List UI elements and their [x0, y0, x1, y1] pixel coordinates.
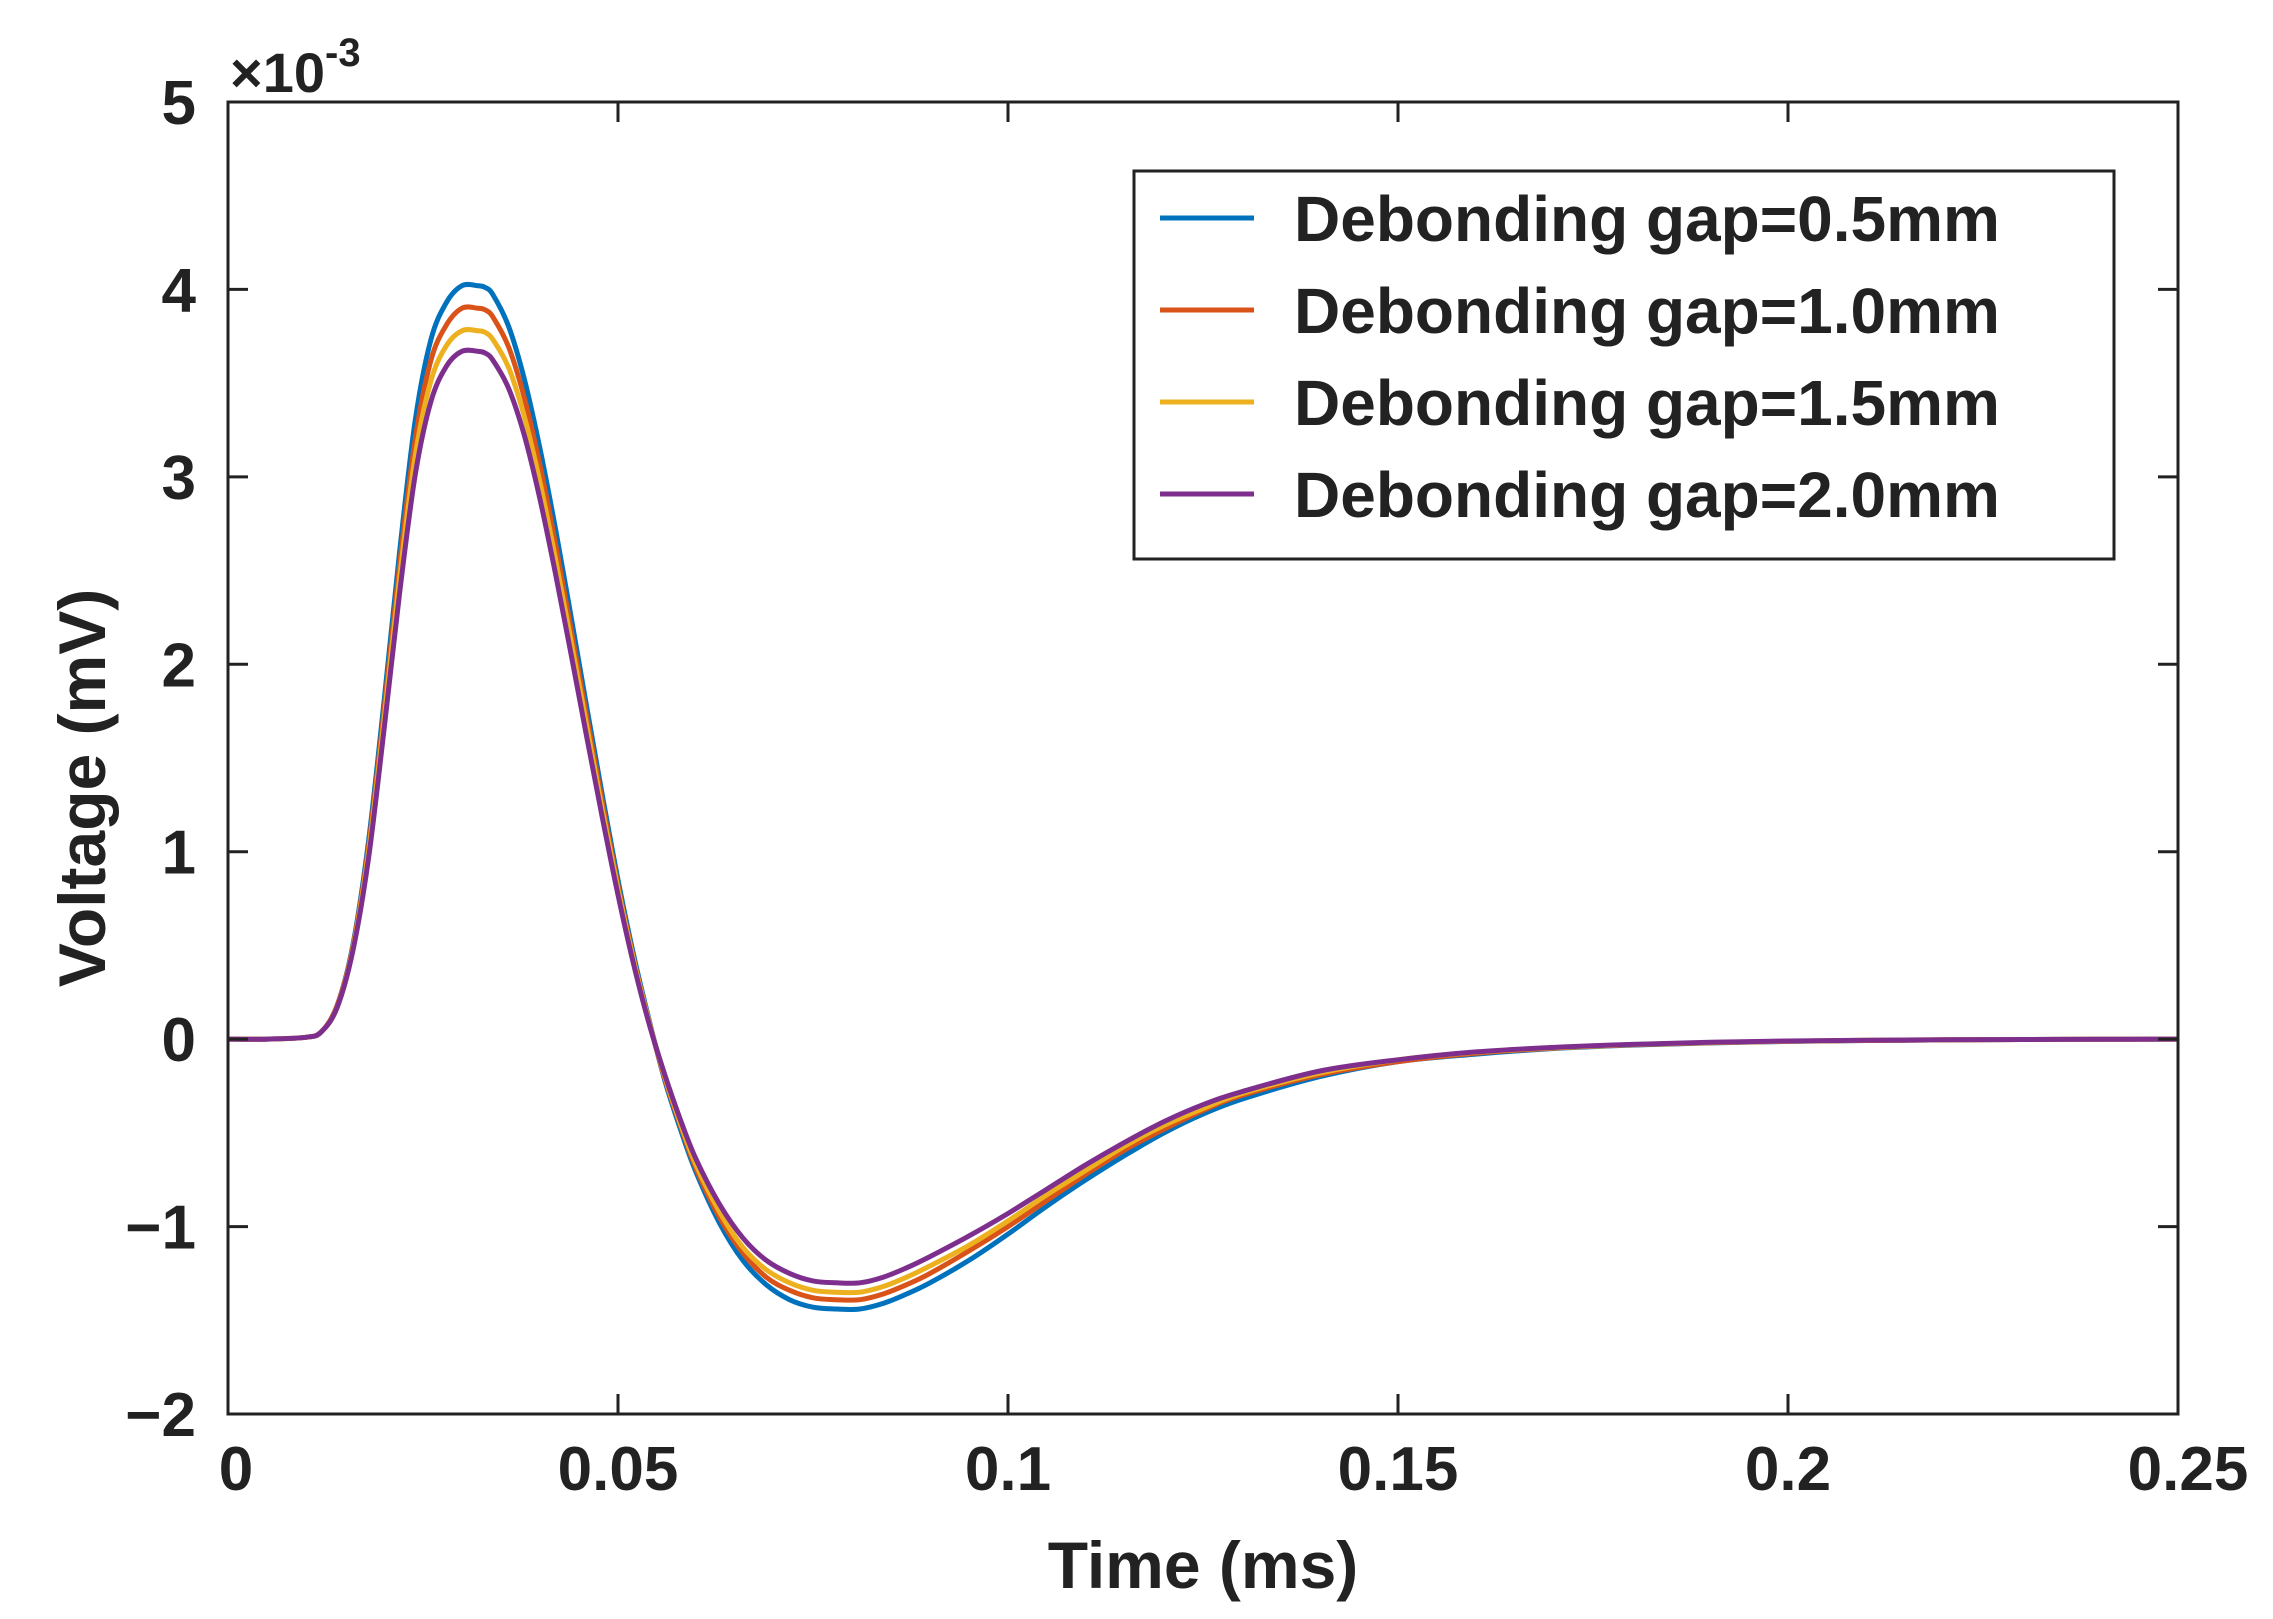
- x-tick-label: 0.25: [2128, 1435, 2249, 1504]
- x-axis-title: Time (ms): [1048, 1528, 1359, 1602]
- x-tick-label: 0: [219, 1435, 253, 1504]
- legend: Debonding gap=0.5mm Debonding gap=1.0mm De…: [1132, 169, 2116, 561]
- y-tick-label: 2: [162, 631, 196, 700]
- y-axis-exponent-base: ×10: [230, 41, 325, 104]
- legend-label-4: Debonding gap=2.0mm: [1294, 459, 2000, 531]
- y-tick-label: 3: [162, 444, 196, 513]
- x-tick-label: 0.05: [558, 1435, 679, 1504]
- y-axis-exponent-power: -3: [325, 31, 361, 75]
- legend-box: [1132, 169, 2116, 561]
- x-axis-ticks: 0 0.05 0.1 0.15 0.2 0.25: [219, 102, 2249, 1504]
- y-tick-label: 1: [162, 819, 196, 888]
- y-tick-label: 5: [162, 69, 196, 138]
- x-tick-label: 0.15: [1338, 1435, 1459, 1504]
- x-tick-label: 0.2: [1745, 1435, 1831, 1504]
- y-axis-exponent: ×10-3: [230, 31, 361, 104]
- plot-frame: [226, 100, 2180, 1416]
- x-tick-label: 0.1: [965, 1435, 1051, 1504]
- y-tick-label: 0: [162, 1006, 196, 1075]
- plot-lines: [227, 281, 2179, 1313]
- legend-label-1: Debonding gap=0.5mm: [1294, 183, 2000, 255]
- y-tick-label: 4: [162, 256, 197, 325]
- legend-label-2: Debonding gap=1.0mm: [1294, 275, 2000, 347]
- y-tick-label: −2: [125, 1381, 196, 1450]
- series-line-4: [227, 347, 2179, 1286]
- legend-label-3: Debonding gap=1.5mm: [1294, 367, 2000, 439]
- y-tick-label: −1: [125, 1194, 196, 1263]
- y-axis-title: Voltage (mV): [45, 589, 119, 987]
- y-axis-ticks: −2 −1 0 1 2 3 4 5: [125, 69, 2178, 1450]
